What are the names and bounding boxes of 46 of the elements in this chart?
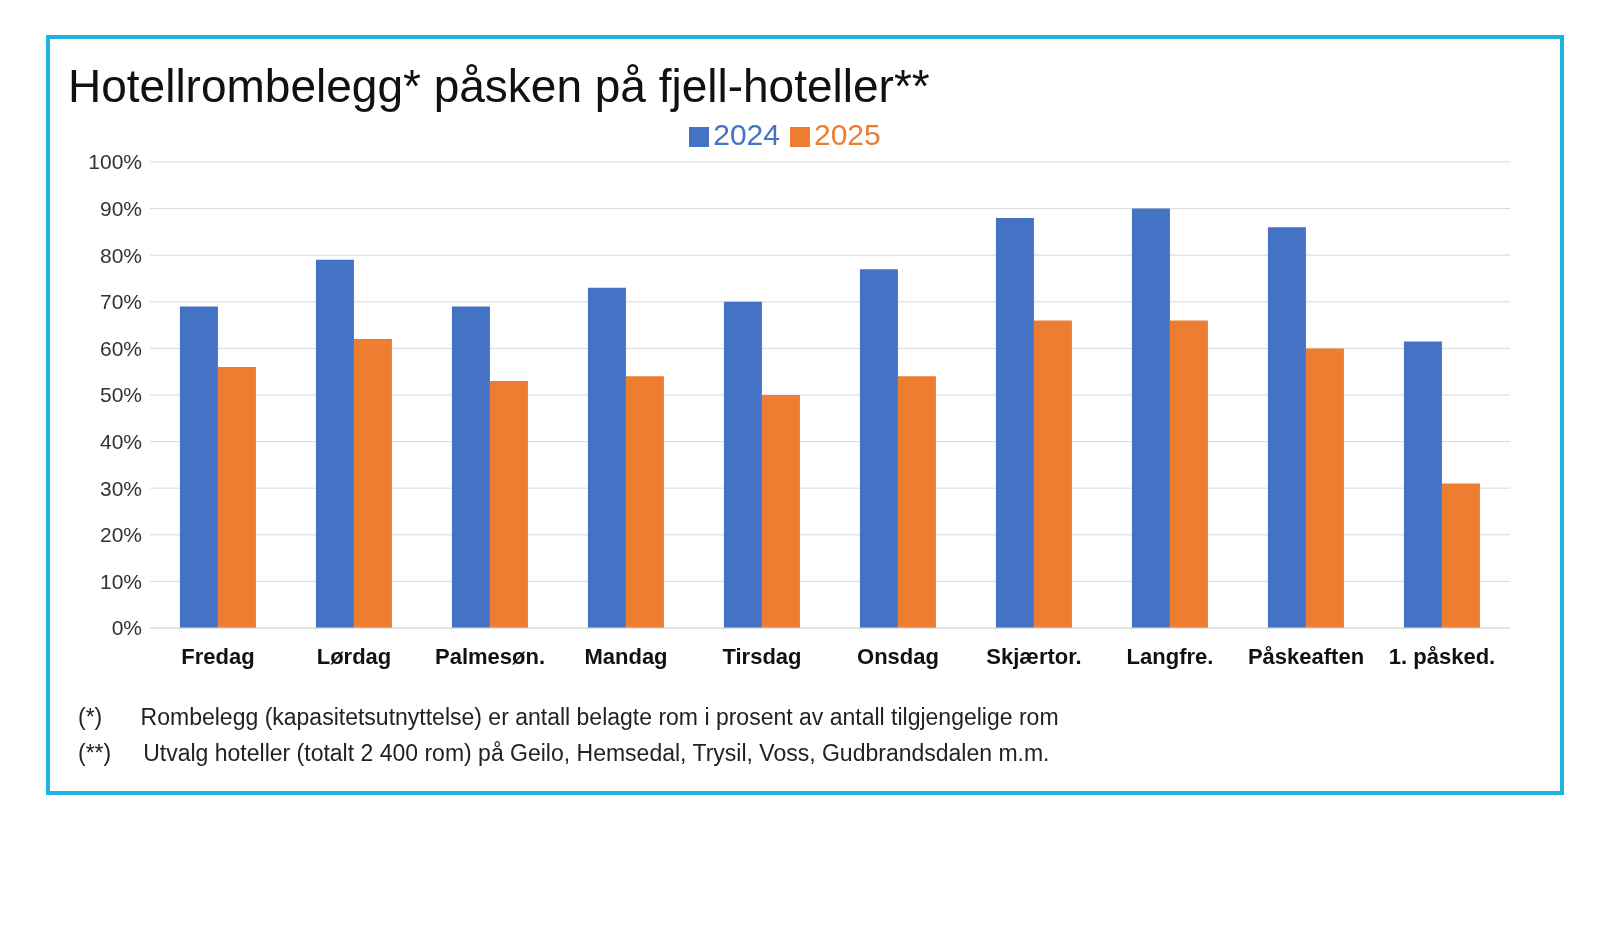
x-tick-label: Lørdag bbox=[316, 643, 392, 669]
bar bbox=[859, 269, 898, 628]
x-tick-label: Palmesøn. bbox=[434, 643, 546, 669]
x-tick-label: Skjærtor. bbox=[986, 643, 1082, 669]
y-tick-label: 40% bbox=[99, 430, 142, 454]
y-tick-label: 0% bbox=[111, 616, 142, 640]
y-tick-label: 50% bbox=[99, 383, 142, 407]
y-tick-label: 10% bbox=[99, 569, 142, 593]
chart-title: Hotellrombelegg* påsken på fjell-hoteller** bbox=[68, 59, 931, 113]
y-tick-label: 80% bbox=[99, 243, 142, 267]
bar bbox=[587, 287, 626, 628]
bar bbox=[179, 306, 218, 628]
bar bbox=[723, 301, 762, 628]
legend-label: 2024 bbox=[713, 118, 780, 151]
x-tick-label: Påskeaften bbox=[1247, 643, 1365, 669]
bar bbox=[625, 376, 664, 628]
bar bbox=[315, 259, 354, 628]
y-tick-label: 20% bbox=[99, 523, 142, 547]
bar bbox=[451, 306, 490, 628]
bar bbox=[1033, 320, 1072, 628]
bar bbox=[1305, 348, 1344, 628]
text: (*) Rombelegg (kapasitetsutnyttelse) er antall belagte rom i prosent av antall tilgjengelige rom bbox=[78, 703, 1060, 732]
bar bbox=[1169, 320, 1208, 628]
y-tick-label: 90% bbox=[99, 197, 142, 221]
y-tick-label: 60% bbox=[99, 336, 142, 360]
y-tick-label: 30% bbox=[99, 476, 142, 500]
bar bbox=[353, 339, 392, 628]
bar bbox=[897, 376, 936, 628]
text: (**) Utvalg hoteller (totalt 2 400 rom) på Geilo, Hemsedal, Trysil, Voss, Gudbrandsdalen m.m. bbox=[78, 739, 1051, 768]
x-tick-label: Fredag bbox=[181, 643, 255, 669]
x-tick-label: Onsdag bbox=[857, 643, 939, 669]
x-tick-label: Langfre. bbox=[1126, 643, 1214, 669]
x-tick-label: 1. påsked. bbox=[1388, 643, 1496, 669]
x-tick-label: Mandag bbox=[584, 643, 668, 669]
bar bbox=[1441, 483, 1480, 628]
bar bbox=[489, 381, 528, 628]
bar bbox=[995, 217, 1034, 628]
x-tick-label: Tirsdag bbox=[722, 643, 802, 669]
y-tick-label: 70% bbox=[99, 290, 142, 314]
bar bbox=[1131, 208, 1170, 628]
bar bbox=[1403, 341, 1442, 628]
legend-label: 2025 bbox=[814, 118, 881, 151]
bar bbox=[1267, 227, 1306, 628]
y-tick-label: 100% bbox=[88, 150, 142, 174]
bar bbox=[217, 367, 256, 628]
bar bbox=[761, 395, 800, 628]
